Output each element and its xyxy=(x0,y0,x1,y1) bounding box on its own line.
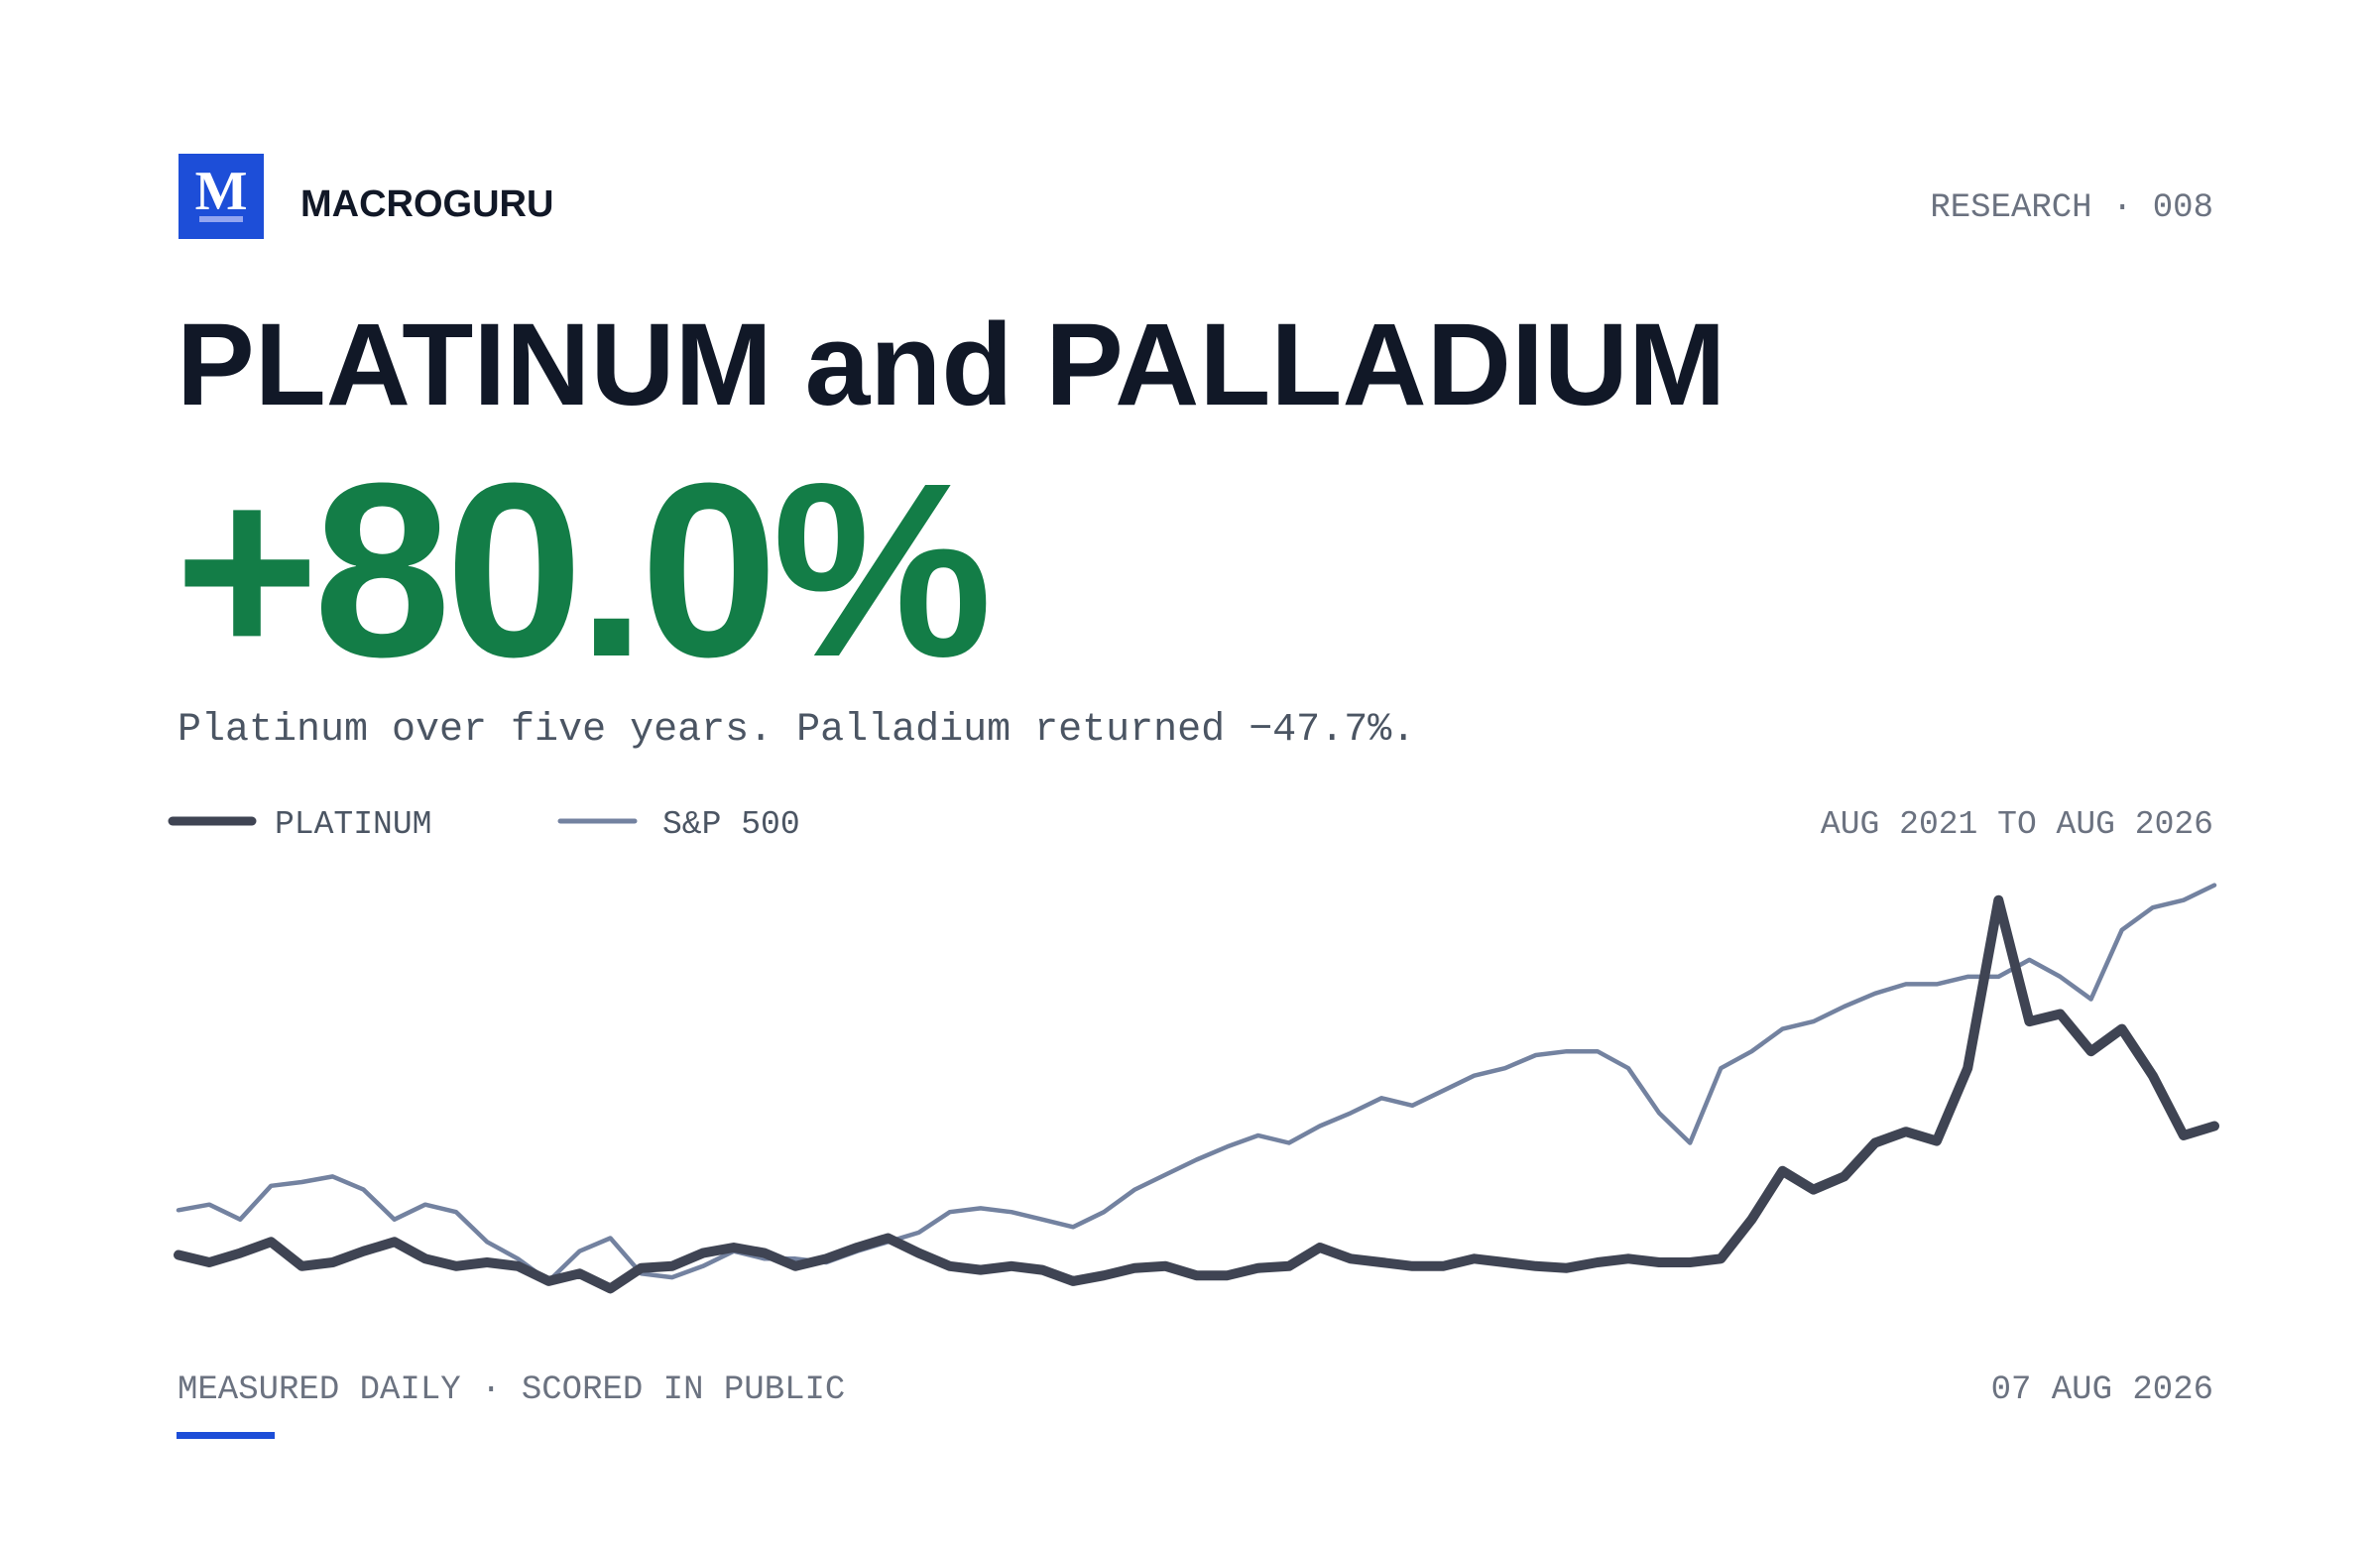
legend-label: S&P 500 xyxy=(662,806,800,843)
date-range: AUG 2021 TO AUG 2026 xyxy=(1821,806,2213,843)
logo-box xyxy=(178,154,264,239)
brand: MACROGURU xyxy=(300,183,553,225)
headline: +80.0% xyxy=(175,431,987,708)
subtitle: Platinum over five years. Palladium retu… xyxy=(178,708,1415,753)
logo-underline xyxy=(199,216,243,222)
plot xyxy=(174,883,2219,1294)
series-line xyxy=(176,883,2217,1284)
title: PLATINUM and PALLADIUM xyxy=(177,299,1726,430)
series-line xyxy=(174,894,2219,1294)
footer-note: MEASURED DAILY · SCORED IN PUBLIC xyxy=(178,1371,845,1409)
footer-accent xyxy=(177,1432,275,1439)
logo-letter: M xyxy=(195,161,248,222)
research-label: RESEARCH · 008 xyxy=(1930,189,2213,227)
footer-date: 07 AUG 2026 xyxy=(1991,1371,2213,1409)
legend-label: PLATINUM xyxy=(275,806,431,843)
